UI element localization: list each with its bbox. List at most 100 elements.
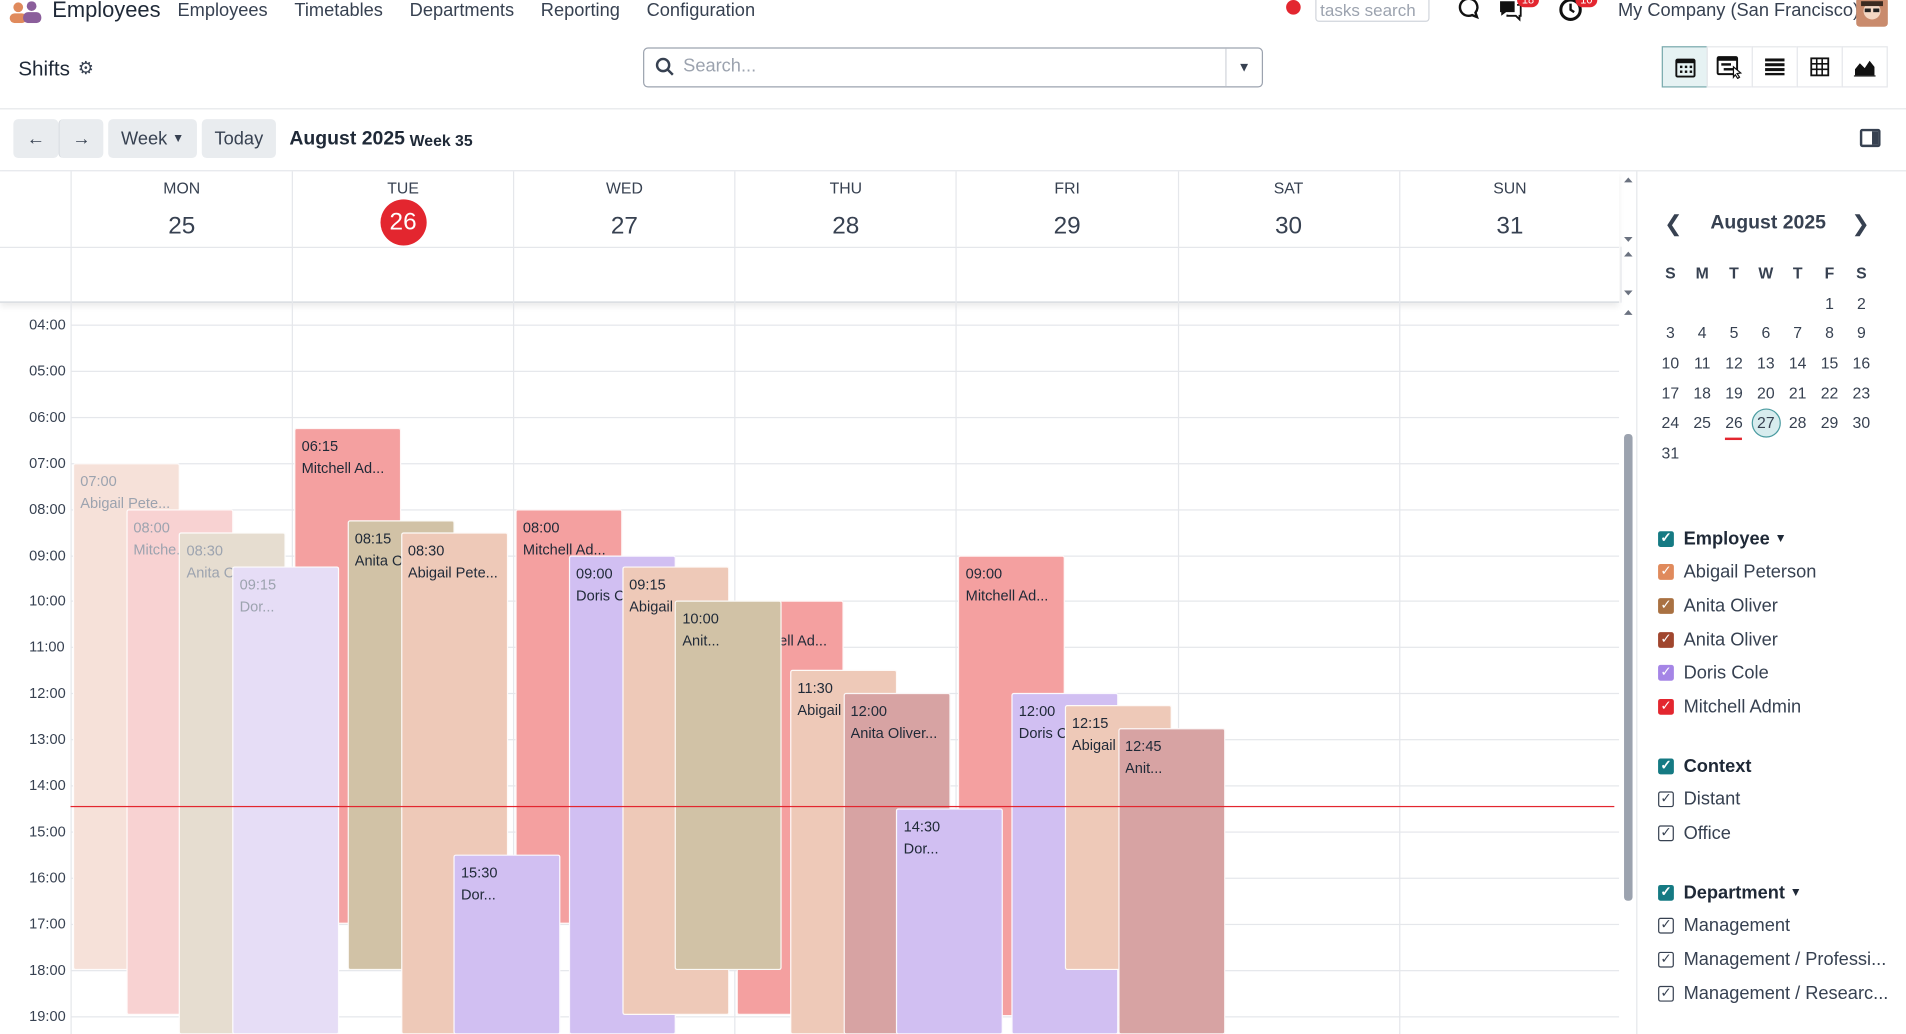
mini-calendar-day[interactable]: 23	[1845, 379, 1877, 409]
chevron-left-icon[interactable]: ❮	[1664, 211, 1683, 236]
department-filter-item[interactable]: ✓ Management / Researc...	[1658, 977, 1888, 1011]
checkbox-checked-icon[interactable]: ✓	[1658, 598, 1674, 614]
department-filter-item[interactable]: ✓ Management / Professi...	[1658, 943, 1888, 977]
day-header-tue[interactable]: TUE 26	[291, 171, 513, 247]
mini-calendar-day[interactable]: 5	[1718, 319, 1750, 349]
graph-view-button[interactable]	[1841, 46, 1888, 88]
employee-filter-header[interactable]: ✓ Employee ▼	[1658, 521, 1816, 555]
mini-calendar-day[interactable]: 27	[1750, 408, 1782, 439]
day-header-wed[interactable]: WED 27	[513, 171, 734, 247]
menu-item-reporting[interactable]: Reporting	[540, 0, 620, 21]
mini-calendar-day[interactable]: 2	[1845, 289, 1877, 319]
mini-calendar-day[interactable]: 14	[1782, 349, 1814, 379]
day-header-mon[interactable]: MON 25	[70, 171, 292, 247]
calendar-view-button[interactable]	[1661, 46, 1708, 88]
shift-event[interactable]: 12:45 Anit...	[1117, 727, 1225, 1034]
mini-calendar-day[interactable]: 19	[1718, 379, 1750, 409]
employee-filter-item[interactable]: ✓ Abigail Peterson	[1658, 556, 1816, 590]
all-day-row[interactable]	[0, 246, 1620, 303]
mini-calendar-day[interactable]: 16	[1845, 349, 1877, 379]
shift-event[interactable]: 15:30 Dor...	[453, 854, 561, 1034]
day-header-thu[interactable]: THU 28	[734, 171, 956, 247]
search-input[interactable]	[683, 55, 1219, 77]
employees-app-logo[interactable]	[7, 1, 43, 24]
context-filter-header[interactable]: ✓ Context	[1658, 749, 1751, 783]
menu-item-employees[interactable]: Employees	[177, 0, 268, 21]
checkbox-checked-icon[interactable]: ✓	[1658, 665, 1674, 682]
checkbox-checked-icon[interactable]: ✓	[1658, 757, 1674, 774]
gear-icon[interactable]: ⚙	[77, 58, 95, 80]
mini-calendar-day[interactable]: 24	[1654, 409, 1686, 439]
gantt-view-button[interactable]	[1706, 46, 1753, 88]
page-title[interactable]: Shifts	[18, 57, 70, 81]
mini-calendar-day[interactable]: 13	[1750, 349, 1782, 379]
shift-event[interactable]: 09:15 Dor...	[232, 566, 340, 1034]
menu-item-configuration[interactable]: Configuration	[646, 0, 756, 21]
shift-event[interactable]: 14:30 Dor...	[896, 808, 1004, 1034]
app-name[interactable]: Employees	[52, 0, 161, 22]
day-header-fri[interactable]: FRI 29	[955, 171, 1177, 247]
checkbox-checked-icon[interactable]: ✓	[1658, 884, 1674, 901]
mini-calendar-day[interactable]: 1	[1814, 289, 1846, 319]
mini-calendar-day[interactable]: 26	[1718, 409, 1750, 440]
mini-calendar-day[interactable]: 10	[1654, 349, 1686, 379]
mini-calendar-day[interactable]: 11	[1686, 349, 1718, 379]
employee-filter-item[interactable]: ✓ Anita Oliver	[1658, 589, 1816, 623]
mini-calendar-day[interactable]: 12	[1718, 349, 1750, 379]
context-filter-item[interactable]: ✓ Distant	[1658, 783, 1751, 817]
checkbox-checked-icon[interactable]: ✓	[1658, 530, 1674, 547]
checkbox-checked-icon[interactable]: ✓	[1658, 951, 1674, 968]
shift-event[interactable]: 10:00 Anit...	[675, 600, 782, 970]
department-filter-item[interactable]: ✓ Management	[1658, 909, 1888, 943]
mini-calendar-day[interactable]: 20	[1750, 379, 1782, 409]
discuss-icon[interactable]	[1456, 0, 1480, 21]
mini-calendar-day[interactable]: 25	[1686, 409, 1718, 439]
next-button[interactable]: →	[58, 119, 104, 159]
context-filter-item[interactable]: ✓ Office	[1658, 817, 1751, 851]
employee-filter-item[interactable]: ✓ Mitchell Admin	[1658, 690, 1816, 724]
chevron-right-icon[interactable]: ❯	[1851, 211, 1870, 236]
checkbox-checked-icon[interactable]: ✓	[1658, 631, 1674, 648]
checkbox-checked-icon[interactable]: ✓	[1658, 791, 1674, 808]
today-button[interactable]: Today	[201, 119, 276, 159]
menu-item-timetables[interactable]: Timetables	[294, 0, 383, 21]
search-options-toggle[interactable]: ▼	[1225, 48, 1261, 87]
checkbox-checked-icon[interactable]: ✓	[1658, 918, 1674, 934]
mini-calendar-day[interactable]: 22	[1814, 379, 1846, 409]
mini-calendar-day[interactable]: 4	[1686, 319, 1718, 349]
mini-calendar-day[interactable]: 28	[1782, 409, 1814, 439]
mini-calendar-day[interactable]: 18	[1686, 379, 1718, 409]
day-header-sun[interactable]: SUN 31	[1398, 171, 1620, 247]
side-panel-toggle-icon[interactable]	[1859, 128, 1881, 148]
mini-calendar-day[interactable]: 17	[1654, 379, 1686, 409]
mini-calendar-day[interactable]: 8	[1814, 319, 1846, 349]
list-view-button[interactable]	[1751, 46, 1798, 88]
scale-dropdown[interactable]: Week ▼	[108, 119, 197, 159]
user-avatar[interactable]	[1856, 0, 1888, 27]
recording-dot-icon[interactable]	[1286, 0, 1301, 15]
mini-calendar-day[interactable]: 15	[1814, 349, 1846, 379]
mini-calendar-day[interactable]: 21	[1782, 379, 1814, 409]
mini-calendar-day[interactable]: 7	[1782, 319, 1814, 349]
scrollbar-thumb[interactable]	[1624, 433, 1633, 901]
checkbox-checked-icon[interactable]: ✓	[1658, 985, 1674, 1002]
calendar-time-grid[interactable]: 04:00 05:00 06:00 07:00 08:00 09:00 10:00 11:00…	[0, 302, 1620, 1034]
pivot-view-button[interactable]	[1796, 46, 1843, 88]
mini-calendar-day[interactable]: 30	[1845, 409, 1877, 439]
activity-clock-icon[interactable]	[1558, 0, 1582, 22]
department-filter-header[interactable]: ✓ Department ▼	[1658, 875, 1888, 909]
day-header-sat[interactable]: SAT 30	[1177, 171, 1398, 247]
mini-calendar-day[interactable]: 29	[1814, 409, 1846, 439]
mini-calendar-day[interactable]: 9	[1845, 319, 1877, 349]
menu-item-departments[interactable]: Departments	[409, 0, 515, 21]
checkbox-checked-icon[interactable]: ✓	[1658, 825, 1674, 842]
mini-calendar-day[interactable]: 31	[1654, 439, 1686, 469]
mini-calendar-day[interactable]: 6	[1750, 319, 1782, 349]
mini-calendar-day[interactable]: 3	[1654, 319, 1686, 349]
previous-button[interactable]: ←	[13, 119, 59, 159]
employee-filter-item[interactable]: ✓ Anita Oliver	[1658, 623, 1816, 657]
checkbox-checked-icon[interactable]: ✓	[1658, 564, 1674, 581]
employee-filter-item[interactable]: ✓ Doris Cole	[1658, 657, 1816, 691]
company-switcher[interactable]: My Company (San Francisco)	[1617, 0, 1860, 21]
checkbox-checked-icon[interactable]: ✓	[1658, 699, 1674, 715]
